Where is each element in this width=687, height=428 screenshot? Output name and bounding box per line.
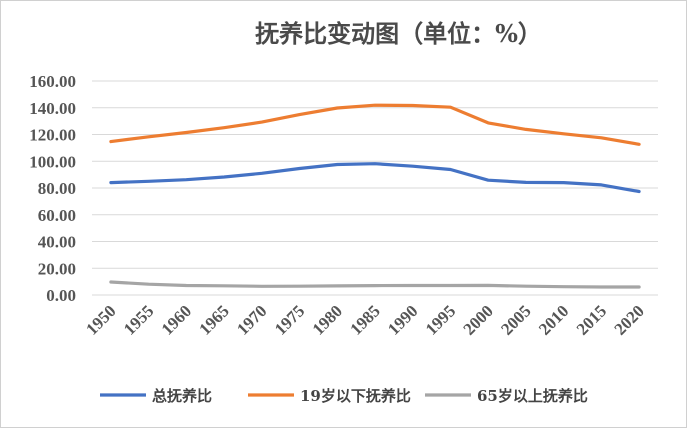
x-tick-label: 2015	[573, 301, 610, 338]
y-axis-tick-labels: 0.00 20.00 40.00 60.00 80.00 100.00 120.00 140.…	[29, 72, 76, 305]
chart-title: 抚养比变动图（单位：%）	[255, 19, 542, 48]
legend: 总抚养比 19岁以下抚养比 65岁以上抚养比	[100, 387, 588, 405]
x-tick-label: 2010	[535, 301, 572, 338]
x-tick-label: 1955	[120, 301, 157, 338]
x-tick-label: 1975	[271, 301, 308, 338]
x-tick-label: 1995	[422, 301, 459, 338]
x-axis-tick-labels: 1950 1955 1960 1965 1970 1975 1980 1985 1990 1995…	[82, 301, 648, 338]
x-tick-label: 1980	[309, 301, 346, 338]
series-lines	[109, 103, 641, 289]
legend-label: 19岁以下抚养比	[300, 387, 411, 405]
series-line-1	[109, 162, 641, 194]
gridlines	[92, 80, 658, 296]
y-tick-label: 120.00	[29, 126, 76, 145]
x-tick-label: 1960	[158, 301, 195, 338]
legend-label: 总抚养比	[152, 387, 212, 405]
y-tick-label: 140.00	[29, 99, 76, 118]
x-tick-label: 1970	[233, 301, 270, 338]
x-tick-label: 1990	[384, 301, 421, 338]
y-tick-label: 60.00	[38, 206, 76, 225]
y-tick-label: 100.00	[29, 152, 76, 171]
x-tick-label: 2000	[460, 301, 497, 338]
series-line-3	[109, 280, 641, 289]
y-tick-label: 20.00	[38, 259, 76, 278]
x-tick-label: 1950	[82, 301, 119, 338]
x-tick-label: 1965	[195, 301, 232, 338]
x-tick-label: 1985	[346, 301, 383, 338]
y-tick-label: 0.00	[46, 286, 76, 305]
x-tick-label: 2005	[497, 301, 534, 338]
series-line-2	[109, 103, 641, 146]
x-tick-label: 2020	[610, 301, 647, 338]
legend-label: 65岁以上抚养比	[477, 387, 588, 405]
y-tick-label: 40.00	[38, 233, 76, 252]
y-tick-label: 160.00	[29, 72, 76, 91]
y-tick-label: 80.00	[38, 179, 76, 198]
